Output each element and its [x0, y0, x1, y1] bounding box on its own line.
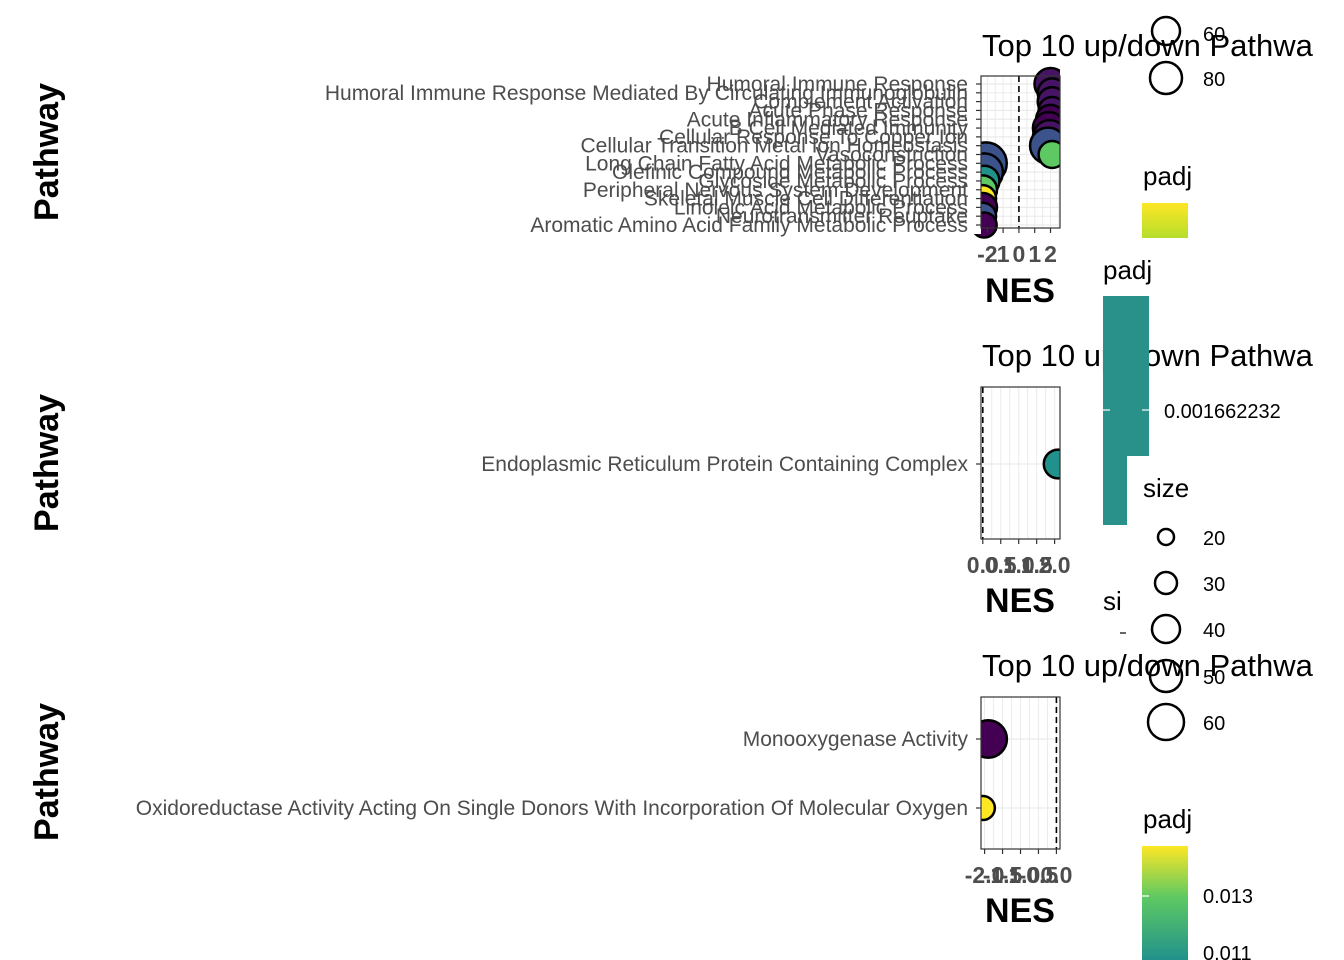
- x-tick-label: 1: [1028, 241, 1041, 267]
- size-legend-label: 20: [1203, 528, 1225, 550]
- plot-clip-mask: [941, 70, 981, 234]
- plot-clip-mask: [941, 381, 981, 545]
- x-axis-label: NES: [985, 272, 1055, 310]
- color-legend-bar-extension: [1103, 456, 1127, 525]
- category-label: Neurotransmitter Reuptake: [716, 205, 968, 228]
- size-legend-key: [1148, 658, 1184, 694]
- x-tick-label: 1: [997, 241, 1010, 267]
- size-legend-key: [1146, 702, 1186, 742]
- plot-clip-mask: [1060, 70, 1120, 234]
- y-axis-label: Pathway: [28, 394, 66, 532]
- plot-clip-mask: [1060, 691, 1120, 855]
- x-axis-label: NES: [985, 892, 1055, 930]
- size-legend-key: [1148, 60, 1184, 96]
- category-label: Glycoside Metabolic Process: [698, 170, 968, 193]
- x-tick-label: -2.0: [965, 862, 1005, 888]
- legends: 60 80 padj padj 0.001662232 size 20 30 40 50 60 si p…: [1103, 15, 1281, 960]
- category-label: Complement Activation: [753, 91, 968, 114]
- color-legend-label: 0.001662232: [1164, 401, 1281, 423]
- category-label: Monooxygenase Activity: [743, 728, 969, 751]
- x-tick-label: -2: [977, 241, 997, 267]
- category-label: Olefinic Compound Metabolic Process: [612, 161, 968, 184]
- color-legend-title: padj: [1103, 255, 1152, 285]
- plot-border: [980, 75, 1061, 229]
- x-tick-label: 0: [1013, 241, 1026, 267]
- size-legend-key: [1153, 570, 1179, 596]
- category-label: Endoplasmic Reticulum Protein Containing…: [481, 453, 968, 476]
- y-axis-label: Pathway: [28, 703, 66, 841]
- category-label: Long Chain Fatty Acid Metabolic Process: [585, 152, 968, 175]
- x-tick-label: -1.0: [1001, 862, 1041, 888]
- color-legend-label: 0.011: [1203, 943, 1252, 960]
- size-legend-label: 60: [1203, 713, 1225, 735]
- x-tick-label: 0.5: [985, 552, 1017, 578]
- chart-title: Top 10 up/down Pathwa: [982, 648, 1314, 683]
- size-legend-title-clipped: si: [1103, 586, 1122, 616]
- color-legend-title: padj: [1143, 804, 1192, 834]
- x-tick-label: 1.5: [1021, 552, 1053, 578]
- size-legend-key: [1150, 15, 1182, 47]
- x-tick-label: 1.0: [1003, 552, 1035, 578]
- size-legend-label: 40: [1203, 620, 1225, 642]
- x-tick-label: 0.0: [1040, 862, 1072, 888]
- size-legend-label: 30: [1203, 574, 1225, 596]
- category-label: Cellular Transition Metal Ion Homeostasi…: [581, 135, 969, 158]
- category-label: Oxidoreductase Activity Acting On Single…: [136, 797, 968, 820]
- chart-panel-1: Top 10 up/down Pathwa Pathway Humoral Immu…: [28, 28, 1314, 310]
- category-label: Humoral Immune Response: [707, 73, 968, 96]
- category-label: Vasoconstriction: [815, 144, 968, 167]
- y-axis-label: Pathway: [28, 83, 66, 221]
- color-legend-bar: [1142, 203, 1188, 238]
- size-legend-label: 80: [1203, 69, 1225, 91]
- category-label: Cellular Response To Copper Ion: [659, 126, 968, 149]
- category-label: B Cell Mediated Immunity: [729, 117, 969, 140]
- color-legend-label: 0.013: [1203, 886, 1253, 908]
- plot-clip-mask: [941, 691, 981, 855]
- plot-border: [980, 386, 1061, 540]
- category-label: Acute Phase Response: [749, 99, 968, 122]
- size-legend-key: [1156, 527, 1176, 547]
- category-label: Humoral Immune Response Mediated By Circ…: [325, 82, 968, 105]
- x-tick-label: 2.0: [1039, 552, 1071, 578]
- x-axis-label: NES: [985, 582, 1055, 620]
- x-tick-label: -1.5: [983, 862, 1023, 888]
- chart-title: Top 10 up/down Pathwa: [982, 28, 1314, 63]
- size-legend-title: size: [1143, 473, 1189, 503]
- category-label: Peripheral Nervous System Development: [583, 179, 968, 202]
- category-label: Acute Inflammatory Response: [687, 108, 968, 131]
- category-label: Aromatic Amino Acid Family Metabolic Pro…: [530, 214, 968, 237]
- category-label: Skeletal Muscle Cell Differentiation: [644, 188, 968, 211]
- color-legend-title: padj: [1143, 161, 1192, 191]
- size-legend-label: 60: [1203, 24, 1225, 46]
- x-tick-label: 0.0: [967, 552, 999, 578]
- chart-panel-3: Top 10 up/down Pathwa Pathway Monooxygenas…: [28, 648, 1314, 930]
- color-legend-bar: [1142, 846, 1188, 960]
- x-tick-label: -0.5: [1019, 862, 1059, 888]
- category-label: Linoleic Acid Metabolic Process: [674, 196, 968, 219]
- size-legend-label: 50: [1203, 667, 1225, 689]
- size-legend-key: [1150, 613, 1182, 645]
- x-tick-label: 2: [1044, 241, 1057, 267]
- color-legend-bar: [1103, 296, 1149, 456]
